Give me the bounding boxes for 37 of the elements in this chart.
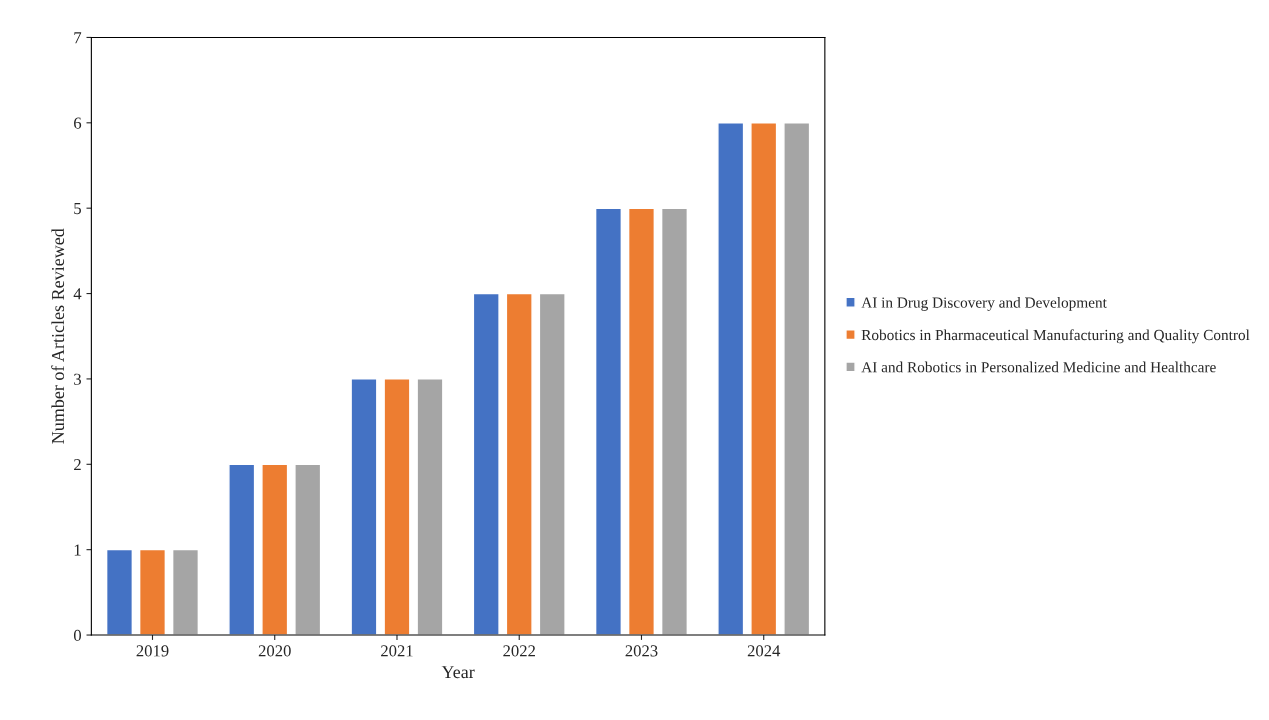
x-tick-label: 2024 [747,645,781,657]
bar [105,548,134,636]
bar [750,122,778,636]
y-tick-label: 7 [74,32,82,44]
x-tick-label: 2019 [136,645,169,657]
bar [472,292,500,636]
y-tick-label: 2 [74,459,81,471]
x-axis-title: Year [441,666,475,679]
bar [416,378,444,636]
bar [660,207,689,636]
bar [138,548,167,636]
bar [627,207,656,636]
bar [294,463,322,636]
y-axis-title: Number of Articles Reviewed [51,228,65,444]
y-tick-label: 5 [74,203,81,215]
x-tick-label: 2023 [625,645,658,657]
bar [383,378,411,636]
bar [228,463,256,636]
bar [538,292,566,636]
bar [783,122,811,636]
bar [594,207,623,636]
legend-label: AI and Robotics in Personalized Medicine and Healthcare [861,361,1216,373]
y-tick-label: 0 [73,629,82,641]
bar [717,122,745,636]
x-tick-label: 2021 [381,645,413,657]
y-tick-label: 1 [74,544,81,556]
y-tick-label: 3 [74,373,81,385]
legend-label: AI in Drug Discovery and Development [861,297,1107,311]
y-tick-label: 4 [73,288,82,300]
x-tick-label: 2022 [503,645,535,657]
y-tick-label: 6 [74,117,82,129]
bar [261,463,289,636]
x-tick-label: 2020 [258,645,291,657]
bar [350,378,378,636]
bar [171,548,200,636]
bar [505,292,533,636]
legend-label: Robotics in Pharmaceutical Manufacturing and Quality Control [861,329,1250,344]
